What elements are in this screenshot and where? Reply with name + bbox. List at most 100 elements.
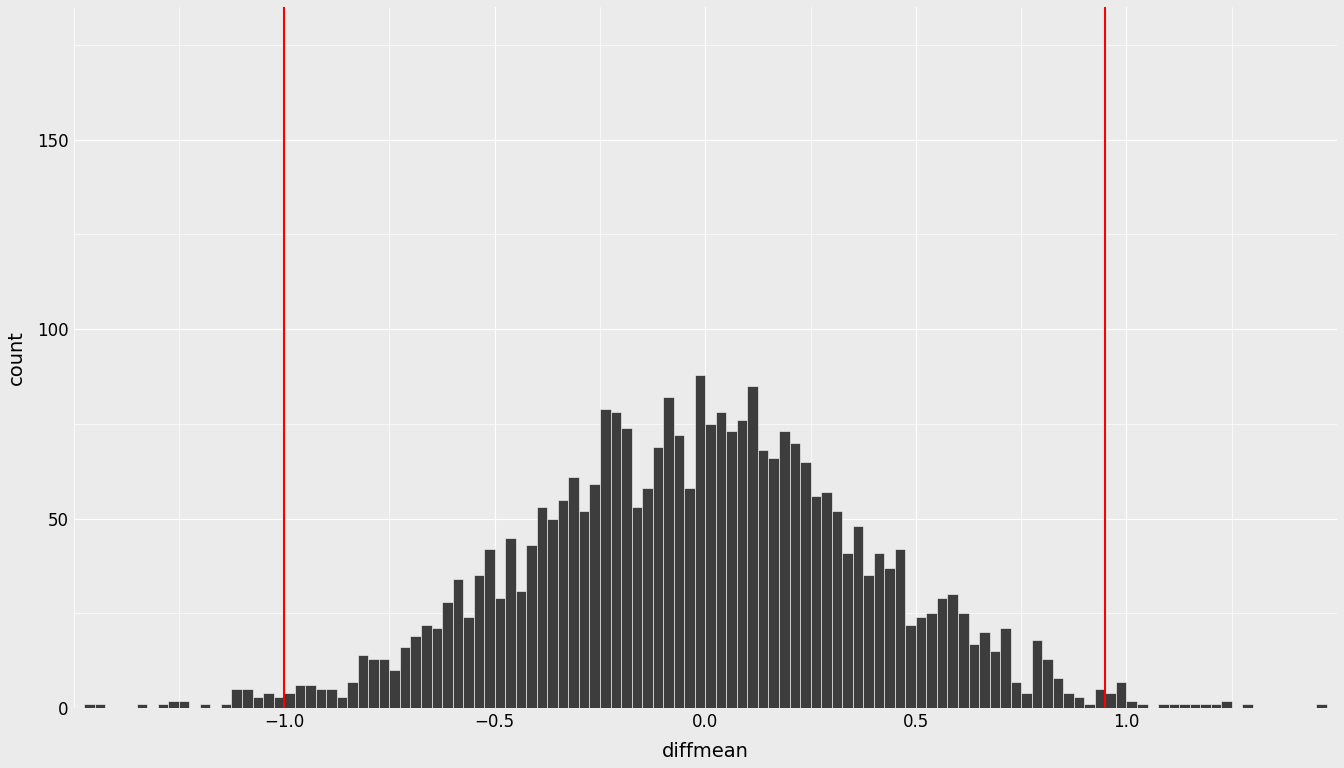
- Bar: [716, 412, 726, 708]
- Bar: [874, 553, 884, 708]
- Bar: [695, 375, 706, 708]
- Bar: [390, 670, 401, 708]
- Bar: [536, 507, 547, 708]
- Bar: [906, 624, 915, 708]
- Bar: [527, 545, 536, 708]
- Bar: [495, 598, 505, 708]
- Bar: [948, 594, 958, 708]
- Bar: [337, 697, 347, 708]
- Bar: [1074, 697, 1085, 708]
- Bar: [579, 511, 590, 708]
- Bar: [1126, 700, 1137, 708]
- Bar: [1159, 704, 1168, 708]
- Bar: [737, 420, 747, 708]
- Bar: [263, 693, 274, 708]
- Bar: [621, 428, 632, 708]
- Bar: [442, 602, 453, 708]
- Bar: [85, 704, 94, 708]
- Bar: [832, 511, 843, 708]
- Bar: [610, 412, 621, 708]
- Bar: [94, 704, 105, 708]
- Bar: [274, 697, 284, 708]
- Bar: [1116, 681, 1126, 708]
- Bar: [368, 659, 379, 708]
- Bar: [821, 492, 832, 708]
- Bar: [569, 477, 579, 708]
- Bar: [1211, 704, 1222, 708]
- Bar: [453, 579, 464, 708]
- Bar: [1105, 693, 1116, 708]
- Bar: [758, 450, 769, 708]
- Bar: [1242, 704, 1253, 708]
- Bar: [937, 598, 948, 708]
- Bar: [284, 693, 294, 708]
- Bar: [305, 685, 316, 708]
- X-axis label: diffmean: diffmean: [661, 742, 749, 761]
- Bar: [1042, 659, 1052, 708]
- Bar: [242, 689, 253, 708]
- Bar: [599, 409, 610, 708]
- Bar: [684, 488, 695, 708]
- Bar: [505, 538, 516, 708]
- Bar: [632, 507, 642, 708]
- Bar: [231, 689, 242, 708]
- Bar: [200, 704, 211, 708]
- Bar: [421, 624, 431, 708]
- Bar: [1052, 678, 1063, 708]
- Bar: [863, 575, 874, 708]
- Bar: [1011, 681, 1021, 708]
- Bar: [431, 628, 442, 708]
- Bar: [1095, 689, 1105, 708]
- Bar: [473, 575, 484, 708]
- Bar: [726, 432, 737, 708]
- Bar: [179, 700, 190, 708]
- Bar: [547, 518, 558, 708]
- Bar: [969, 644, 978, 708]
- Bar: [590, 485, 599, 708]
- Bar: [358, 655, 368, 708]
- Bar: [1316, 704, 1327, 708]
- Bar: [1168, 704, 1179, 708]
- Bar: [1179, 704, 1189, 708]
- Bar: [558, 500, 569, 708]
- Bar: [1189, 704, 1200, 708]
- Bar: [157, 704, 168, 708]
- Bar: [884, 568, 895, 708]
- Bar: [253, 697, 263, 708]
- Bar: [1222, 700, 1231, 708]
- Bar: [1085, 704, 1095, 708]
- Bar: [789, 443, 800, 708]
- Bar: [653, 446, 663, 708]
- Bar: [316, 689, 327, 708]
- Bar: [327, 689, 337, 708]
- Bar: [780, 432, 789, 708]
- Bar: [220, 704, 231, 708]
- Bar: [663, 397, 673, 708]
- Bar: [915, 617, 926, 708]
- Bar: [800, 462, 810, 708]
- Bar: [747, 386, 758, 708]
- Bar: [852, 526, 863, 708]
- Bar: [843, 553, 852, 708]
- Bar: [810, 496, 821, 708]
- Bar: [294, 685, 305, 708]
- Bar: [379, 659, 390, 708]
- Bar: [642, 488, 653, 708]
- Bar: [1021, 693, 1032, 708]
- Bar: [516, 591, 527, 708]
- Bar: [1000, 628, 1011, 708]
- Bar: [137, 704, 148, 708]
- Bar: [769, 458, 780, 708]
- Bar: [464, 617, 473, 708]
- Bar: [978, 632, 989, 708]
- Bar: [347, 681, 358, 708]
- Bar: [1200, 704, 1211, 708]
- Bar: [168, 700, 179, 708]
- Bar: [1032, 640, 1042, 708]
- Bar: [926, 614, 937, 708]
- Bar: [484, 549, 495, 708]
- Y-axis label: count: count: [7, 330, 26, 385]
- Bar: [1137, 704, 1148, 708]
- Bar: [410, 636, 421, 708]
- Bar: [1063, 693, 1074, 708]
